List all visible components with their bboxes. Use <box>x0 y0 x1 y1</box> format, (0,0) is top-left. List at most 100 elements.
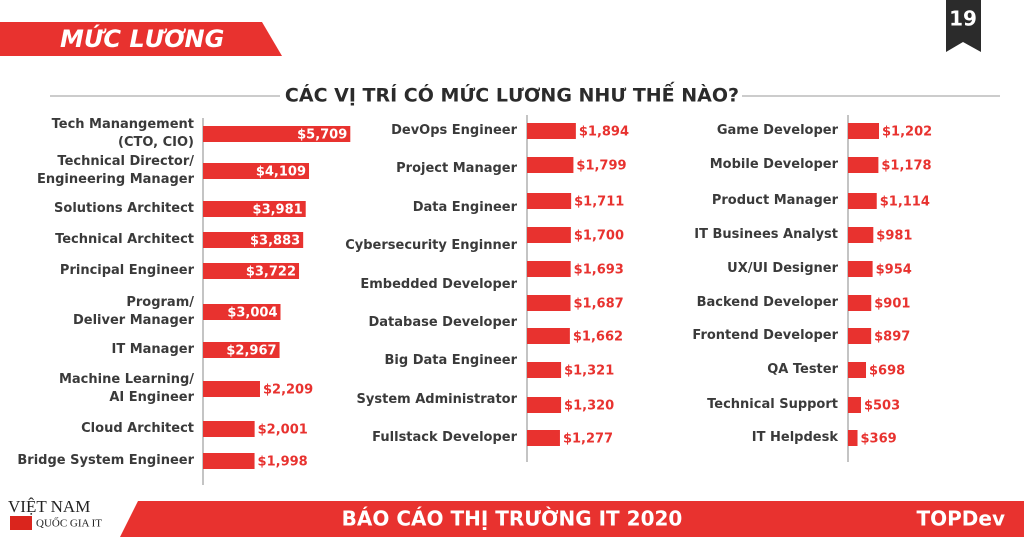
bar <box>203 263 300 279</box>
value-label: $503 <box>864 399 900 414</box>
value-label: $1,687 <box>574 297 624 312</box>
value-label: $954 <box>876 263 912 278</box>
value-label: $1,700 <box>574 229 624 244</box>
logo-top: VIỆT NAM <box>8 497 90 516</box>
bar <box>527 157 574 173</box>
logo-bottom: QUỐC GIA IT <box>36 517 102 530</box>
value-label: $2,209 <box>263 383 313 398</box>
value-label: $1,998 <box>258 455 308 470</box>
bar <box>848 295 872 311</box>
category-label: Data Engineer <box>412 199 517 215</box>
category-label: Cybersecurity Enginner <box>345 238 517 254</box>
bar <box>848 261 873 277</box>
value-label: $3,981 <box>253 203 303 218</box>
bar <box>848 123 880 139</box>
bar <box>848 157 879 173</box>
bar <box>527 193 572 209</box>
category-label: Game Developer <box>716 123 838 138</box>
flag <box>10 516 32 530</box>
category-label: Big Data Engineer <box>384 353 517 369</box>
category-label: Machine Learning/ AI Engineer <box>58 372 194 405</box>
bar <box>527 261 571 277</box>
value-label: $1,320 <box>564 399 614 414</box>
page-tab <box>946 0 981 52</box>
value-label: $1,202 <box>882 125 932 140</box>
value-label: $1,178 <box>881 159 931 174</box>
bar <box>848 362 867 378</box>
category-label: Fullstack Developer <box>372 430 517 445</box>
category-label: Database Developer <box>368 314 517 330</box>
bar <box>203 232 304 248</box>
bar <box>203 201 306 217</box>
value-label: $3,883 <box>250 234 300 249</box>
value-label: $1,662 <box>573 330 623 345</box>
bar <box>203 304 281 320</box>
bar <box>527 227 571 243</box>
category-label: Tech Manangement (CTO, CIO) <box>51 117 194 150</box>
bar <box>203 453 255 469</box>
bar <box>203 342 280 358</box>
category-label: UX/UI Designer <box>727 261 838 276</box>
category-label: Frontend Developer <box>692 328 838 343</box>
bar <box>848 430 858 446</box>
value-label: $981 <box>876 229 912 244</box>
value-label: $1,114 <box>880 195 930 210</box>
bar <box>527 328 570 344</box>
value-label: $1,321 <box>564 364 614 379</box>
bar <box>848 397 861 413</box>
value-label: $4,109 <box>256 165 306 180</box>
category-label: Backend Developer <box>696 295 838 310</box>
category-label: Program/ Deliver Manager <box>72 295 194 328</box>
category-label: Principal Engineer <box>59 263 194 278</box>
category-label: IT Businees Analyst <box>694 227 838 242</box>
category-label: Solutions Architect <box>54 201 194 216</box>
bar <box>203 126 351 142</box>
footer-band <box>120 501 1024 537</box>
category-label: Bridge System Engineer <box>17 453 194 468</box>
bar <box>203 381 260 397</box>
bar <box>527 123 576 139</box>
category-label: IT Manager <box>111 342 194 357</box>
title-bg <box>280 82 742 110</box>
bar <box>527 362 562 378</box>
bar <box>527 397 562 413</box>
value-label: $901 <box>874 297 910 312</box>
category-label: Project Manager <box>396 161 517 177</box>
section-title: MỨC LƯƠNG <box>60 23 224 53</box>
category-label: Technical Architect <box>55 232 194 247</box>
value-label: $1,711 <box>574 195 624 210</box>
category-label: DevOps Engineer <box>391 123 517 138</box>
category-label: Technical Support <box>707 397 838 412</box>
value-label: $1,894 <box>579 125 629 140</box>
bar <box>203 163 310 179</box>
category-label: Mobile Developer <box>709 157 838 172</box>
value-label: $1,799 <box>576 159 626 174</box>
value-label: $369 <box>861 432 897 447</box>
value-label: $5,709 <box>297 128 347 143</box>
value-label: $698 <box>869 364 905 379</box>
category-label: QA Tester <box>767 362 838 377</box>
value-label: $2,967 <box>226 344 276 359</box>
subtitle: CÁC VỊ TRÍ CÓ MỨC LƯƠNG NHƯ THẾ NÀO? <box>285 81 739 107</box>
value-label: $897 <box>874 330 910 345</box>
category-label: Cloud Architect <box>81 421 194 436</box>
value-label: $3,004 <box>227 306 277 321</box>
value-label: $3,722 <box>246 265 296 280</box>
bar <box>203 421 255 437</box>
bar <box>848 328 872 344</box>
value-label: $1,277 <box>563 432 613 447</box>
brand: TOPDev <box>916 507 1005 531</box>
category-label: System Administrator <box>356 391 517 407</box>
bar <box>527 430 560 446</box>
section-band <box>0 22 282 56</box>
page-number: 19 <box>949 7 977 31</box>
bar <box>848 193 877 209</box>
category-label: Product Manager <box>711 193 838 208</box>
footer-title: BÁO CÁO THỊ TRƯỜNG IT 2020 <box>342 507 683 531</box>
value-label: $2,001 <box>258 423 308 438</box>
category-label: Technical Director/ Engineering Manager <box>36 154 194 187</box>
bar <box>848 227 874 243</box>
value-label: $1,693 <box>574 263 624 278</box>
